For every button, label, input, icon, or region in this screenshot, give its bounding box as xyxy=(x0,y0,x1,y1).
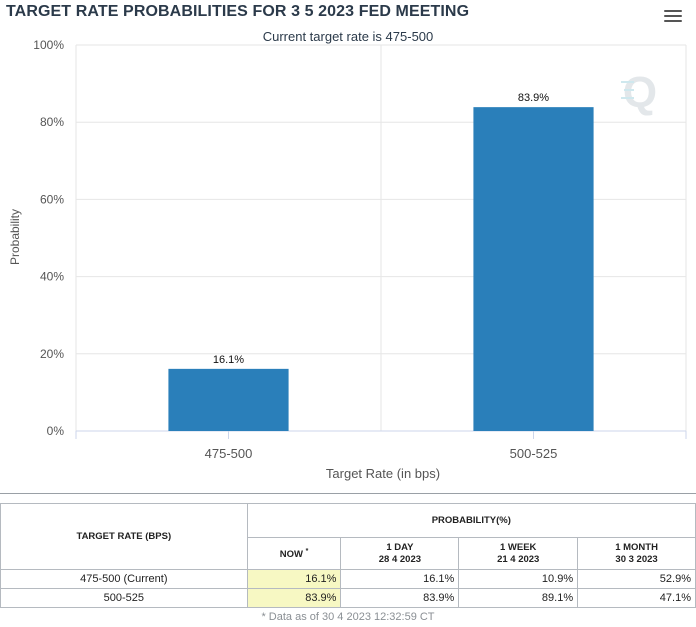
y-tick-label: 80% xyxy=(40,115,64,129)
rate-cell: 500-525 xyxy=(0,588,248,608)
table-row: 475-500 (Current) 16.1% 16.1% 10.9% 52.9… xyxy=(0,569,696,589)
probability-table: TARGET RATE (BPS) PROBABILITY(%) NOW * 1… xyxy=(0,503,696,608)
chart-subtitle: Current target rate is 475-500 xyxy=(262,29,434,44)
day-cell: 16.1% xyxy=(340,569,460,589)
bar-chart: Q 0% 20% 40% 60% 80% 100% 16.1% 83.9% 475-500 5… xyxy=(8,38,687,481)
bar-data-label: 16.1% xyxy=(213,354,244,366)
week-cell: 10.9% xyxy=(458,569,579,589)
probability-header: PROBABILITY(%) xyxy=(246,503,696,538)
y-tick-label: 0% xyxy=(47,424,65,438)
hamburger-menu-icon[interactable] xyxy=(664,10,682,26)
month-cell: 47.1% xyxy=(577,588,696,608)
probability-table-section: TARGET RATE (BPS) PROBABILITY(%) NOW * 1… xyxy=(0,493,696,627)
now-cell: 16.1% xyxy=(246,569,342,589)
col-header-now: NOW * xyxy=(246,537,342,570)
svg-text:Q: Q xyxy=(623,68,657,117)
bar-data-label: 83.9% xyxy=(518,92,549,104)
table-row: 500-525 83.9% 83.9% 89.1% 47.1% xyxy=(0,588,696,608)
y-tick-label: 100% xyxy=(33,38,64,52)
y-axis-label: Probability xyxy=(8,209,22,265)
bar-475-500[interactable] xyxy=(168,368,289,431)
col-header-1-week: 1 WEEK 21 4 2023 xyxy=(458,537,579,570)
y-tick-label: 60% xyxy=(40,192,64,206)
week-cell: 89.1% xyxy=(458,588,579,608)
col-header-1-month: 1 MONTH 30 3 2023 xyxy=(577,537,696,570)
now-cell: 83.9% xyxy=(246,588,342,608)
data-timestamp-footnote: * Data as of 30 4 2023 12:32:59 CT xyxy=(261,611,435,623)
day-cell: 83.9% xyxy=(340,588,460,608)
x-tick-label: 475-500 xyxy=(205,446,253,461)
chart-area: TARGET RATE PROBABILITIES FOR 3 5 2023 F… xyxy=(6,3,687,481)
bar-500-525[interactable] xyxy=(473,107,594,431)
col-header-1-day: 1 DAY 28 4 2023 xyxy=(340,537,460,570)
rate-cell: 475-500 (Current) xyxy=(0,569,248,589)
x-tick-label: 500-525 xyxy=(510,446,558,461)
month-cell: 52.9% xyxy=(577,569,696,589)
x-axis-label: Target Rate (in bps) xyxy=(326,466,440,481)
target-rate-header: TARGET RATE (BPS) xyxy=(0,503,248,570)
y-tick-label: 20% xyxy=(40,347,64,361)
chart-title: TARGET RATE PROBABILITIES FOR 3 5 2023 F… xyxy=(6,3,470,20)
q-logo-watermark: Q xyxy=(621,68,657,117)
y-tick-label: 40% xyxy=(40,270,64,284)
